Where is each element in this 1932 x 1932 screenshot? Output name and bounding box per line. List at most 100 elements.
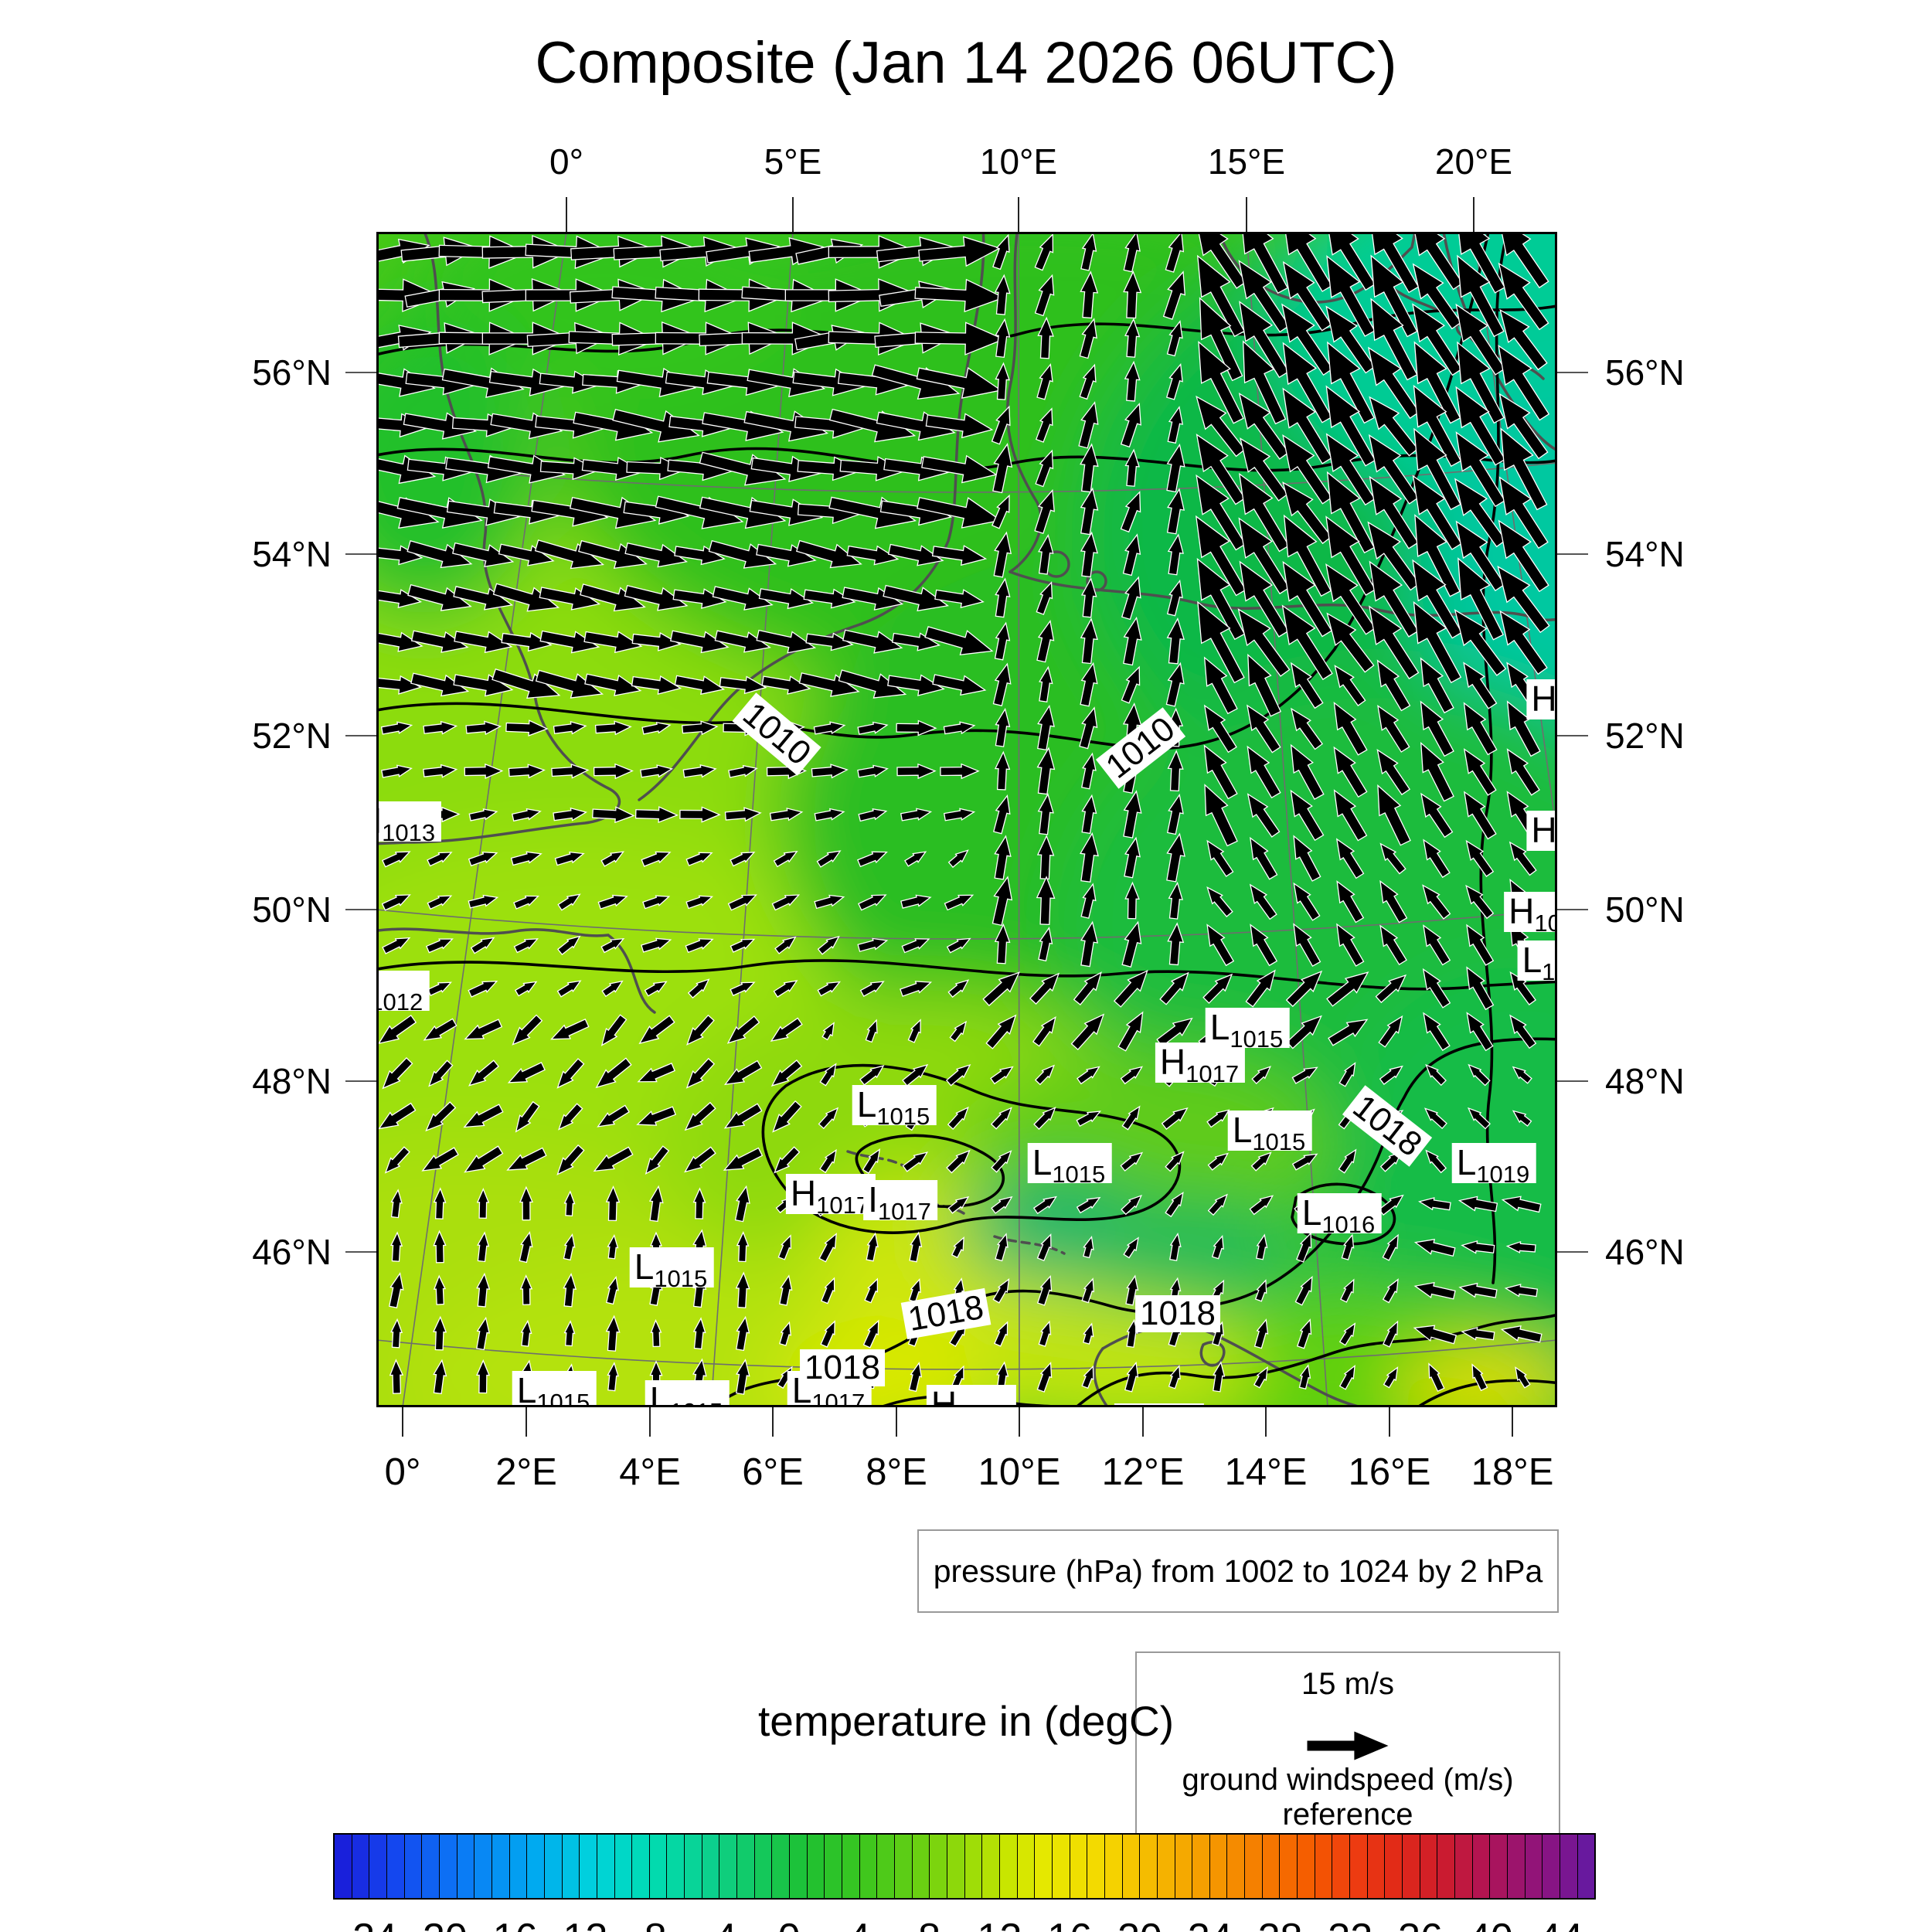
wind-arrow (423, 764, 458, 778)
wind-arrow (1167, 406, 1183, 444)
wind-arrow (1282, 342, 1333, 423)
pressure-center-letter: H (376, 801, 382, 841)
colorbar-tick-label: 4 (848, 1915, 870, 1932)
wind-arrow (723, 1147, 764, 1171)
wind-arrow (770, 1059, 803, 1087)
colorbar-tick-label: -16 (479, 1915, 537, 1932)
wind-arrow (605, 1185, 621, 1222)
wind-arrow (931, 545, 988, 566)
wind-arrow (1207, 1193, 1228, 1216)
wind-arrow (389, 1359, 404, 1394)
colorbar-tick-label: 8 (918, 1915, 940, 1932)
wind-arrow (900, 981, 933, 997)
lat-tick-label-right: 46°N (1605, 1232, 1685, 1272)
wind-arrow (685, 938, 714, 954)
wind-arrow (381, 764, 413, 778)
lat-tick-label-right: 52°N (1605, 716, 1685, 756)
wind-arrow (1073, 971, 1102, 1005)
wind-arrow (1413, 1239, 1456, 1257)
wind-arrow (1211, 1234, 1224, 1260)
pressure-center-label: L1 (1517, 940, 1557, 984)
wind-arrow (1509, 1014, 1537, 1049)
wind-arrow (433, 1274, 446, 1305)
lon-tick-bottom (402, 1407, 403, 1437)
wind-arrow (946, 937, 971, 954)
pressure-center-label: H1013 (376, 801, 442, 845)
colorbar-cell (754, 1835, 773, 1898)
temperature-colorbar (333, 1833, 1596, 1900)
wind-arrow (468, 1060, 500, 1087)
wind-arrow (1167, 533, 1184, 576)
pressure-center-value: 1015 (1252, 1128, 1306, 1155)
colorbar-cell (1052, 1835, 1070, 1898)
wind-arrow (1206, 886, 1233, 917)
wind-arrow (723, 1060, 763, 1086)
wind-arrow (425, 938, 454, 954)
wind-arrow (943, 721, 976, 735)
colorbar-cell (1087, 1835, 1105, 1898)
lat-tick-label-right: 56°N (1605, 352, 1685, 393)
colorbar-cell (825, 1835, 843, 1898)
wind-arrow (828, 496, 917, 529)
wind-arrow (1034, 1064, 1055, 1086)
wind-arrow (992, 233, 1010, 270)
lon-tick-top (1246, 197, 1247, 232)
wind-arrow (774, 1146, 801, 1174)
wind-arrow (1379, 924, 1407, 966)
wind-arrow (1081, 794, 1097, 835)
wind-arrow (918, 236, 1002, 267)
wind-arrow (947, 849, 969, 869)
wind-arrow (1250, 1151, 1272, 1172)
wind-arrow (902, 1063, 929, 1087)
wind-arrow (994, 621, 1011, 661)
wind-arrow (1166, 320, 1183, 357)
wind-arrow (1196, 254, 1245, 338)
wind-arrow (390, 1231, 403, 1262)
wind-arrow (1335, 838, 1365, 879)
wind-arrow (1124, 836, 1141, 879)
wind-arrow (1196, 395, 1246, 457)
colorbar-tick-label: -12 (549, 1915, 607, 1932)
pressure-center-letter: I (868, 1179, 878, 1219)
wind-arrow (513, 938, 539, 954)
colorbar-cell (1577, 1835, 1595, 1898)
wind-arrow (563, 1320, 576, 1347)
wind-arrow (684, 1146, 716, 1173)
wind-arrow (1376, 749, 1411, 796)
pressure-center-letter: L (516, 1370, 537, 1407)
wind-arrow (1238, 260, 1290, 333)
pressure-center-letter: L (856, 1084, 877, 1124)
wind-arrow (1515, 1366, 1531, 1389)
colorbar-cell (1332, 1835, 1351, 1898)
wind-arrow (406, 539, 473, 569)
wind-arrow (433, 1359, 447, 1395)
wind-arrow (714, 630, 771, 653)
wind-arrow (1080, 443, 1099, 493)
contour-value-label: 1018 (900, 1287, 992, 1340)
wind-arrow (1369, 475, 1419, 549)
wind-arrow (492, 583, 560, 612)
colorbar-cell (685, 1835, 702, 1898)
wind-arrow (556, 980, 582, 998)
wind-arrow (994, 1321, 1009, 1347)
wind-reference-caption: ground windspeed (m/s) reference (1182, 1763, 1514, 1832)
colorbar-cell (1157, 1835, 1175, 1898)
wind-arrow (1079, 318, 1097, 359)
lon-tick-bottom (1019, 1407, 1020, 1437)
wind-arrow (464, 1019, 503, 1040)
pressure-center-letter: H (1509, 891, 1535, 931)
wind-arrow (642, 895, 671, 910)
colorbar-cell (1385, 1835, 1403, 1898)
wind-arrow (433, 1315, 447, 1351)
wind-arrow (1039, 665, 1053, 702)
wind-arrow (672, 588, 727, 609)
colorbar-cell (1227, 1835, 1246, 1898)
lat-tick-label-left: 52°N (252, 716, 332, 756)
wind-arrow (1291, 1066, 1318, 1084)
wind-arrow (1455, 386, 1506, 466)
wind-arrow (994, 835, 1012, 880)
wind-arrow (1247, 704, 1281, 753)
wind-arrow (1414, 514, 1461, 597)
wind-arrow (1466, 923, 1495, 966)
wind-arrow (769, 808, 804, 821)
